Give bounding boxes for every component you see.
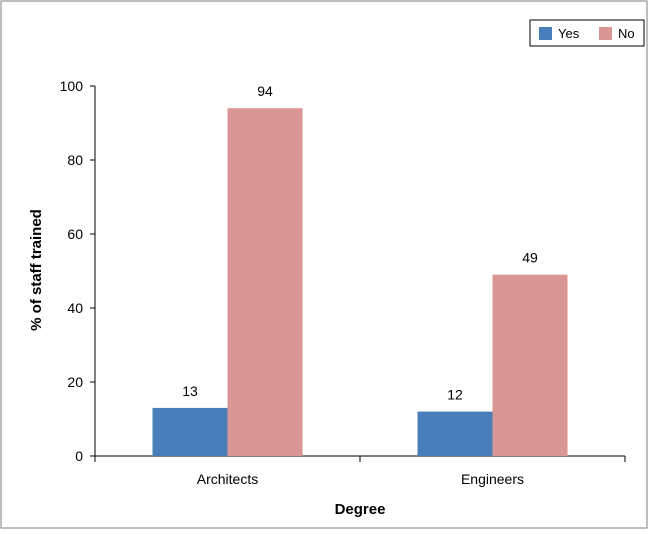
y-tick-label: 0 <box>75 448 83 464</box>
legend-label-yes: Yes <box>558 26 580 41</box>
y-tick-label: 80 <box>67 152 83 168</box>
bars <box>152 108 568 456</box>
legend-label-no: No <box>618 26 635 41</box>
data-label: 49 <box>522 250 538 266</box>
data-label: 94 <box>257 83 273 99</box>
legend-swatch-yes <box>539 27 552 40</box>
data-label: 12 <box>447 387 463 403</box>
y-axis: 0 20 40 60 80 100 <box>60 78 96 464</box>
legend: Yes No <box>529 19 645 47</box>
x-axis-title: Degree <box>335 501 386 518</box>
bar-yes-engineers <box>417 411 493 456</box>
y-tick-label: 40 <box>67 300 83 316</box>
legend-swatch-no <box>599 27 612 40</box>
y-tick-label: 20 <box>67 374 83 390</box>
y-axis-title: % of staff trained <box>28 209 45 331</box>
x-tick-label: Engineers <box>461 471 524 487</box>
y-tick-label: 100 <box>60 78 84 94</box>
bar-no-engineers <box>492 274 568 456</box>
data-label: 13 <box>182 383 198 399</box>
x-tick-label: Architects <box>197 471 258 487</box>
data-labels: 13 94 12 49 <box>182 83 538 402</box>
bar-no-architects <box>227 108 303 456</box>
y-tick-label: 60 <box>67 226 83 242</box>
bar-yes-architects <box>152 407 228 456</box>
